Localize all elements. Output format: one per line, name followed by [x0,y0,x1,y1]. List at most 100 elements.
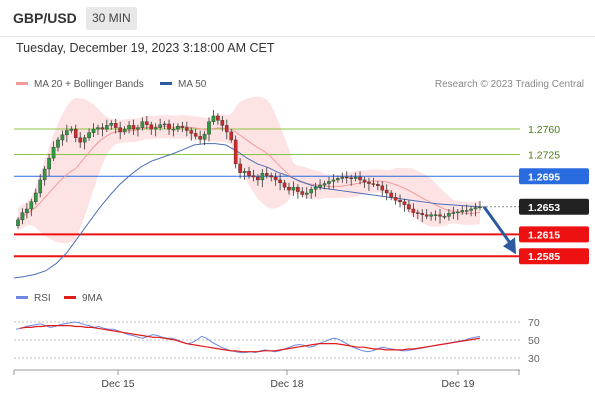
rsi-tick-label: 50 [528,335,540,347]
candle-body [411,208,416,213]
candle-body [433,214,438,216]
rsi-panel[interactable]: 70 50 30 [14,317,540,365]
rsi-tick-label: 70 [528,317,540,329]
rsi-ma-line [19,325,481,353]
candle-body [251,175,256,178]
candles-layer[interactable] [16,110,482,229]
level-labels: 1.2760 1.2725 1.2695 1.2653 1.2615 1.2585 [482,124,589,265]
rsi-line [15,321,481,354]
candle-body [238,163,242,173]
candle-body [33,192,38,202]
candle-body [96,127,100,130]
candle-body [273,176,278,181]
timeframe-badge[interactable]: 30 MIN [86,7,137,30]
candle-body [296,186,300,192]
candle-body [87,132,91,138]
candle-body [331,179,336,182]
rsi-tick-label: 30 [528,353,540,365]
candle-body [136,127,140,130]
ma20-swatch [16,81,28,85]
candle-body [256,176,260,181]
pivot-label-box [519,168,589,185]
candle-body [224,125,229,133]
candle-body [242,170,247,173]
candle-body [16,219,20,226]
candle-body [145,121,149,125]
candle-body [318,184,322,188]
candle-body [447,213,451,217]
candle-body [140,121,145,128]
candle-body [69,128,74,131]
candle-body [442,216,447,218]
candle-body [220,120,225,126]
candle-body [389,192,393,198]
support-label-box [519,226,589,243]
ma9-swatch [64,295,76,299]
x-tick-label: Dec 18 [270,378,303,390]
price-level-label: 1.2615 [528,229,560,241]
candle-body [344,176,349,179]
candle-body [167,123,171,130]
ma20-label: MA 20 + Bollinger Bands [34,79,144,90]
candle-body [455,211,460,214]
ma-layer [13,126,481,279]
ma9-label: 9MA [82,293,103,304]
candle-body [105,125,109,130]
candle-body [176,125,180,130]
candle-body [73,128,78,138]
symbol-label: GBP/USD [13,10,77,26]
candle-body [460,210,465,213]
ma50-swatch [160,81,172,85]
candle-body [229,131,234,141]
candle-body [287,186,291,191]
candle-body [380,185,385,191]
rsi-swatch [16,295,28,299]
candle-body [398,200,402,202]
candle-body [82,137,87,143]
x-axis: Dec 15 Dec 18 Dec 19 [13,369,520,390]
candle-body [38,179,43,194]
price-level-label: 1.2725 [528,149,560,161]
candle-body [327,181,331,184]
candle-body [171,128,176,131]
legend-rsi: RSI [16,293,51,304]
candle-body [336,178,340,181]
candle-body [353,176,358,179]
price-level-label: 1.2760 [528,124,560,136]
candle-body [438,214,442,217]
legend-9ma: 9MA [64,293,103,304]
support-label-box [519,248,589,265]
ma50-label: MA 50 [178,79,207,90]
forecast-arrow-shaft [482,205,513,246]
candle-body [149,124,154,130]
candle-body [78,137,82,143]
copyright-text: Research © 2023 Trading Central [434,79,584,90]
candle-body [358,176,362,181]
legend-ma50: MA 50 [160,79,206,90]
candle-body [424,214,429,217]
candle-body [464,210,469,212]
price-level-label: 1.2653 [528,202,560,214]
candle-body [25,208,29,213]
candle-body [478,206,482,209]
candle-body [118,127,122,133]
candle-body [29,201,34,210]
candle-body [109,123,114,126]
candle-body [469,208,473,211]
candle-body [429,214,433,217]
candle-body [233,139,238,165]
candle-body [60,134,65,141]
candle-body [47,157,51,170]
candle-body [91,128,96,133]
candle-body [202,133,207,140]
ma50-line [13,143,481,279]
candle-body [127,125,131,130]
candle-body [42,168,47,181]
price-level-label: 1.2695 [528,171,560,183]
candle-body [180,125,185,128]
legend-ma20: MA 20 + Bollinger Bands [16,79,144,90]
candle-body [122,128,127,133]
candle-body [189,130,194,134]
candle-body [300,191,305,195]
